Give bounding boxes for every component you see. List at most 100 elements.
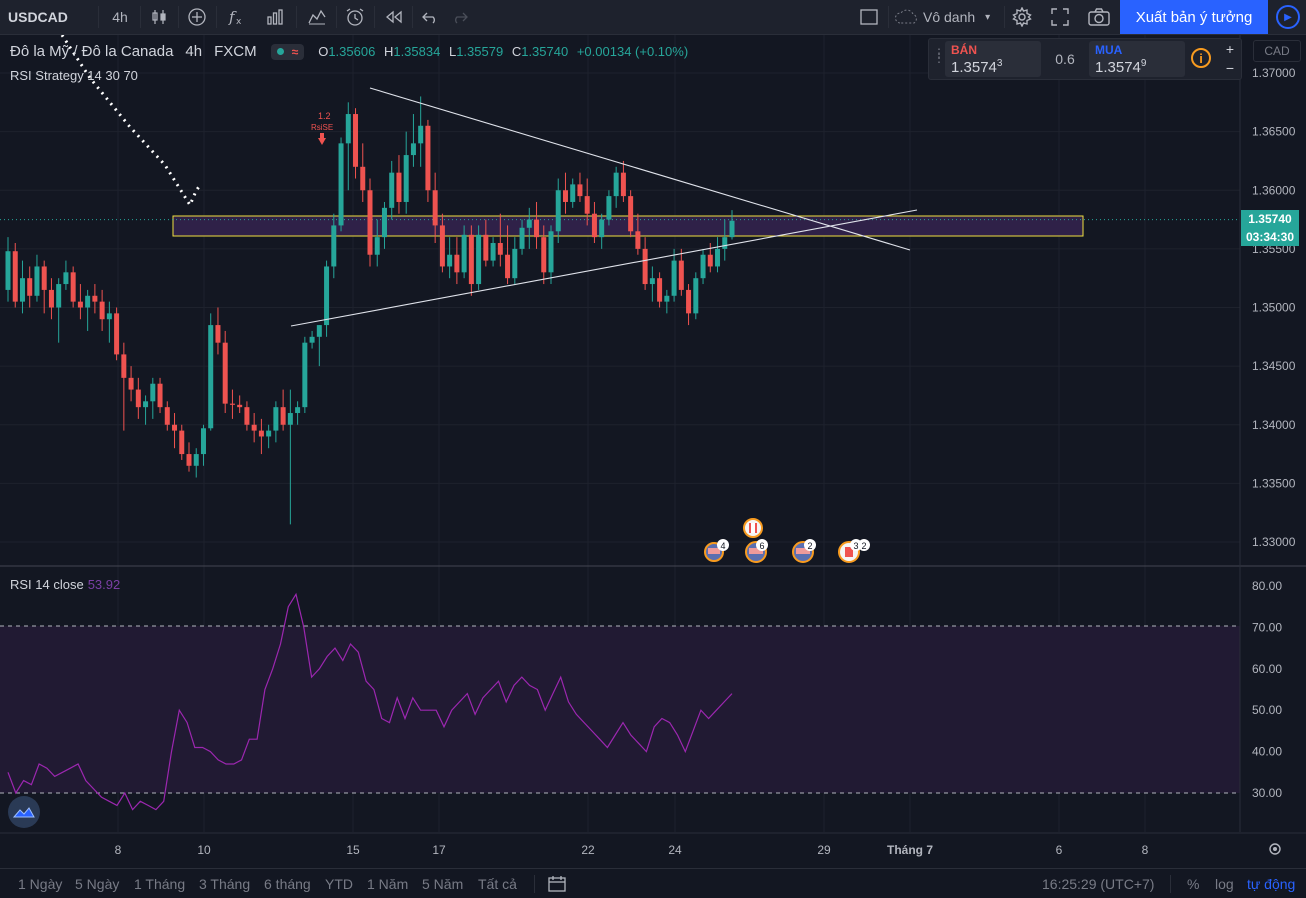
clock-time[interactable]: 16:25:29 (UTC+7) [1042, 875, 1155, 892]
date-range-icon[interactable] [548, 869, 566, 898]
candle-body [700, 254, 706, 279]
chart-canvas[interactable]: 1.2 RsiSE 1.370001.365001.360001.355001.… [0, 35, 1306, 867]
candle-body [48, 289, 54, 308]
trendline-lower[interactable] [290, 209, 918, 327]
candle-body [99, 301, 105, 320]
profile-menu[interactable]: Vô danh ▾ [894, 0, 1004, 34]
range-5y[interactable]: 5 Năm [422, 875, 464, 892]
play-button[interactable]: ▶ [1270, 0, 1306, 34]
candle-body [497, 243, 503, 255]
plus-button[interactable]: + [1225, 41, 1235, 57]
range-6m[interactable]: 6 tháng [264, 875, 311, 892]
tradingview-logo-icon[interactable] [8, 796, 40, 828]
log-toggle[interactable]: log [1215, 875, 1234, 892]
symbol-search-button[interactable]: USDCAD [8, 9, 68, 25]
market-status-badge[interactable]: ≈ [270, 43, 305, 60]
redo-icon[interactable] [446, 0, 474, 34]
candle-body [208, 325, 214, 429]
candle-body [280, 407, 286, 425]
svg-text:x: x [236, 17, 242, 26]
legend-interval: 4h [185, 43, 203, 60]
event-count: 3 [853, 541, 858, 551]
undo-icon[interactable] [416, 0, 444, 34]
range-ytd[interactable]: YTD [325, 875, 353, 892]
buy-button[interactable]: MUA 1.35749 [1089, 41, 1185, 77]
event-icon-us[interactable]: 4 [704, 539, 729, 562]
event-count: 2 [861, 541, 866, 551]
candle-body [258, 430, 264, 437]
minus-button[interactable]: − [1225, 60, 1235, 76]
candle-body [19, 278, 25, 302]
settings-icon[interactable] [1269, 843, 1281, 855]
candle-body [12, 251, 18, 302]
event-icon-ca[interactable]: 3 2 [838, 539, 870, 563]
range-3m[interactable]: 3 Tháng [199, 875, 251, 892]
candle-body [490, 243, 496, 261]
fullscreen-icon[interactable] [1046, 0, 1074, 34]
hand-drawn-arrow[interactable] [60, 35, 202, 209]
candle-series [5, 96, 735, 525]
sell-button[interactable]: BÁN 1.35743 [945, 41, 1041, 77]
replay-icon[interactable] [380, 0, 408, 34]
price-tick-label: 1.35000 [1252, 301, 1296, 315]
info-icon[interactable]: i [1191, 48, 1211, 68]
candle-body [418, 125, 424, 144]
time-axis[interactable]: 8 10 15 17 22 24 29 Tháng 7 6 8 [115, 843, 1149, 857]
candle-body [360, 166, 366, 191]
templates-icon[interactable] [260, 0, 290, 34]
chart-style-icon[interactable] [146, 0, 172, 34]
range-all[interactable]: Tất cả [478, 875, 517, 892]
trading-panel: ⋮ ⋮ BÁN 1.35743 0.6 MUA 1.35749 i + − [928, 38, 1242, 80]
change-value: +0.00134 (+0.10%) [576, 44, 689, 59]
strategy-legend[interactable]: RSI Strategy 14 30 70 [10, 68, 138, 83]
countdown-label: 03:34:30 [1246, 230, 1294, 244]
publish-idea-button[interactable]: Xuất bản ý tưởng [1120, 0, 1268, 34]
event-icon-us[interactable]: 2 [792, 539, 816, 563]
layout-icon[interactable] [856, 0, 882, 34]
percent-toggle[interactable]: % [1187, 875, 1200, 892]
sell-arrow-stem [320, 133, 324, 139]
event-icon-ca[interactable] [743, 518, 763, 538]
event-count: 2 [807, 541, 812, 551]
rsi-label: RSI 14 close [10, 577, 84, 592]
symbol-legend[interactable]: Đô la Mỹ / Đô la Canada 4h FXCM ≈ O1.356… [10, 43, 688, 60]
range-5d[interactable]: 5 Ngày [75, 875, 120, 892]
candle-body [657, 278, 663, 302]
range-1y[interactable]: 1 Năm [367, 875, 409, 892]
candle-body [266, 430, 272, 437]
price-axis[interactable]: 1.370001.365001.360001.355001.350001.345… [1252, 66, 1296, 549]
alert-icon[interactable] [340, 0, 370, 34]
rsi-legend[interactable]: RSI 14 close 53.92 [10, 577, 120, 592]
range-1m[interactable]: 1 Tháng [134, 875, 186, 892]
economic-events[interactable]: 4 6 2 3 2 [704, 518, 870, 563]
compare-add-icon[interactable] [184, 0, 210, 34]
drag-handle-icon[interactable]: ⋮ ⋮ [933, 46, 945, 65]
camera-icon[interactable] [1085, 0, 1113, 34]
event-icon-us[interactable]: 6 [745, 539, 768, 563]
candle-body [439, 225, 445, 267]
candle-body [642, 248, 648, 285]
trendline-upper[interactable] [369, 87, 911, 251]
sell-label: BÁN [951, 43, 977, 57]
candle-body [150, 383, 156, 402]
currency-button[interactable]: CAD [1253, 40, 1301, 62]
range-1d[interactable]: 1 Ngày [18, 875, 63, 892]
gear-icon[interactable] [1008, 0, 1036, 34]
candle-body [331, 225, 337, 267]
rsi-tick-label: 30.00 [1252, 786, 1282, 800]
price-tick-label: 1.33500 [1252, 476, 1296, 490]
candle-body [461, 234, 467, 273]
candle-body [5, 251, 11, 290]
candle-body [606, 196, 612, 220]
candle-body [179, 430, 185, 455]
time-tick-label: 8 [115, 843, 122, 857]
rsi-line [7, 592, 733, 811]
candle-body [410, 143, 416, 156]
interval-button[interactable]: 4h [112, 9, 128, 25]
support-resistance-box[interactable] [172, 215, 1084, 237]
rsi-axis[interactable]: 80.00 70.00 60.00 50.00 40.00 30.00 [1252, 579, 1282, 800]
financials-icon[interactable] [302, 0, 332, 34]
auto-scale-toggle[interactable]: tự động [1247, 875, 1296, 892]
countdown-label-box [1241, 228, 1299, 246]
